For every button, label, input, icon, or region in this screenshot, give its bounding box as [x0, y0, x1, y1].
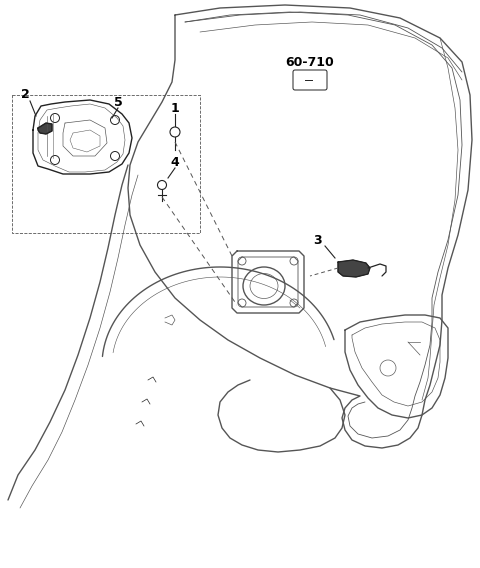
- Text: 4: 4: [170, 156, 180, 169]
- Polygon shape: [38, 123, 52, 134]
- Text: 1: 1: [170, 102, 180, 115]
- Text: 5: 5: [114, 95, 122, 108]
- Polygon shape: [338, 260, 370, 277]
- Text: 60-710: 60-710: [286, 56, 335, 69]
- Text: 2: 2: [21, 89, 29, 102]
- Text: 3: 3: [314, 233, 322, 247]
